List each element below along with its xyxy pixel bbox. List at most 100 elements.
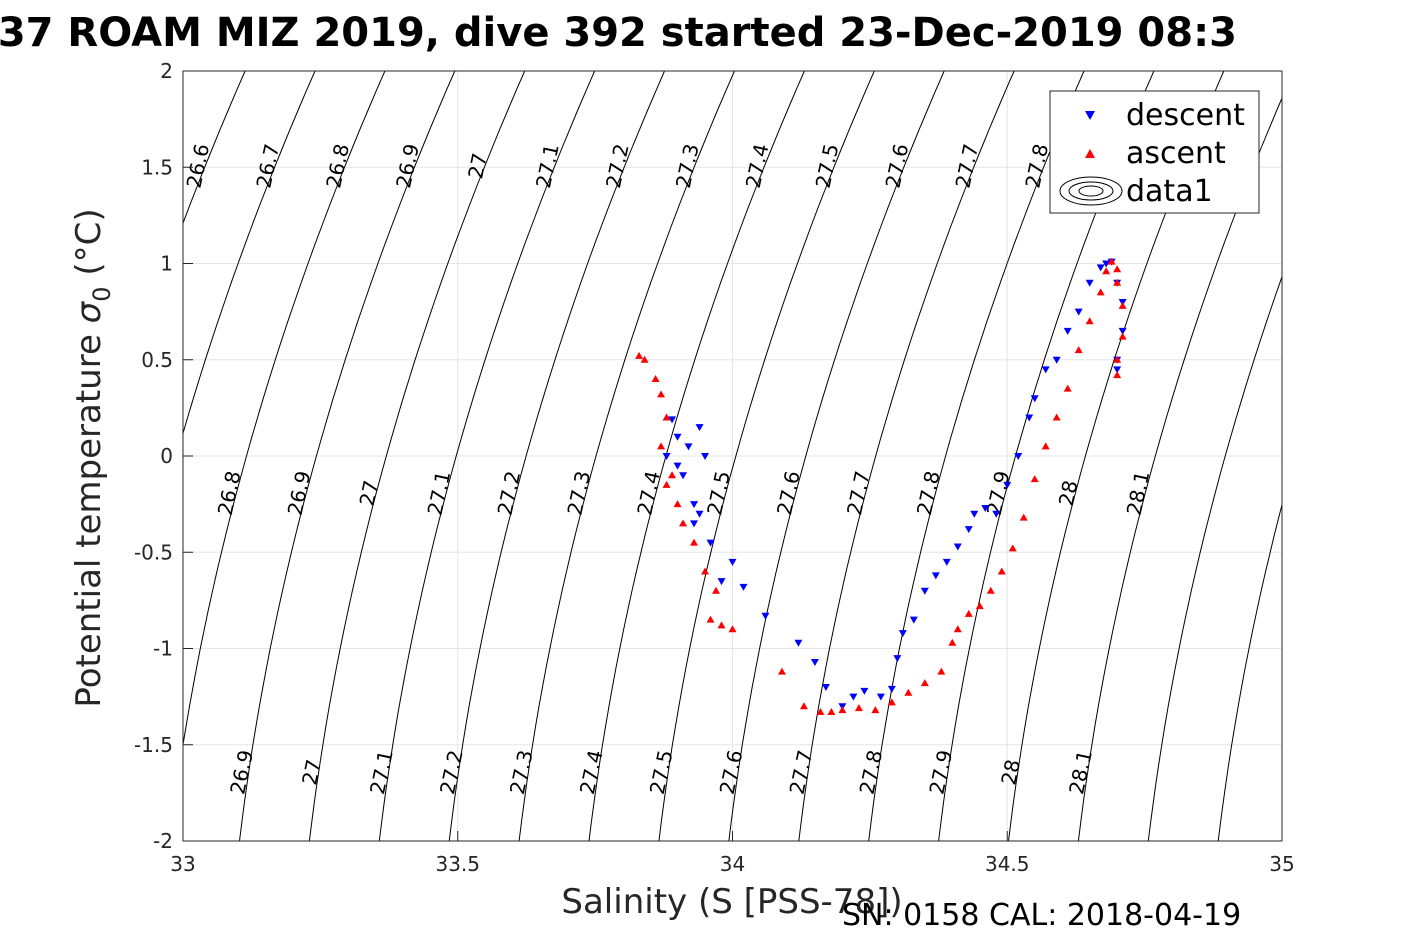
data-point-descent [761,612,770,620]
data-point-descent [1003,481,1012,489]
data-point-descent [920,587,929,595]
data-point-ascent [975,602,984,610]
x-axis-label: Salinity (S [PSS-78]) [561,882,902,922]
data-point-descent [1074,308,1083,316]
data-point-ascent [838,706,847,714]
data-point-descent [1052,356,1061,364]
chart-title: 537 ROAM MIZ 2019, dive 392 started 23-D… [0,10,1237,56]
data-point-descent [953,543,962,551]
data-point-ascent [1019,513,1028,521]
legend-label-data1: data1 [1126,174,1213,209]
data-point-ascent [1063,384,1072,392]
data-point-ascent [1052,413,1061,421]
data-point-ascent [679,519,688,527]
data-point-descent [931,572,940,580]
data-point-descent [898,630,907,638]
data-point-ascent [635,351,644,359]
data-point-ascent [1096,288,1105,296]
data-point-descent [860,687,869,695]
isopycnal-line [728,71,945,841]
data-point-descent [909,616,918,624]
isopycnal-line [798,71,1015,841]
data-point-descent [673,433,682,441]
y-tick-label: 1 [160,252,173,276]
data-point-ascent [1102,267,1111,275]
isopycnal-label: 27 [297,757,326,787]
data-point-ascent [668,471,677,479]
isopycnal-line [183,71,316,436]
isopycnal-line [658,71,875,841]
data-point-descent [668,416,677,424]
isopycnal-label: 28 [996,757,1025,787]
y-tick-label: 0.5 [141,348,173,372]
isopycnal-line [183,71,246,225]
data-point-ascent [657,390,666,398]
y-tick-label: 0 [160,444,173,468]
x-tick-label: 33 [170,852,195,876]
data-point-descent [679,472,688,480]
isopycnal-line [378,71,596,841]
data-point-descent [695,510,704,518]
data-point-descent [970,510,979,518]
isopycnal-line [308,71,526,841]
legend-marker-ascent [1085,149,1095,158]
data-point-ascent [854,704,863,712]
data-point-descent [1085,279,1094,287]
data-point-ascent [1113,278,1122,286]
data-point-descent [695,424,704,432]
data-point-ascent [964,609,973,617]
isopycnal-label: 27 [355,478,384,508]
data-point-descent [662,453,671,460]
data-point-descent [1030,395,1039,403]
data-point-descent [964,526,973,534]
data-point-ascent [986,586,995,594]
data-point-ascent [871,706,880,714]
data-point-descent [1102,260,1111,268]
data-point-descent [690,501,699,509]
data-point-ascent [1113,265,1122,273]
x-tick-label: 34.5 [985,852,1030,876]
data-point-descent [1025,414,1034,422]
data-point-descent [1063,327,1072,335]
data-point-descent [739,583,748,591]
isopycnal-label: 27 [463,151,492,181]
isopycnal-line [1358,71,1417,841]
data-point-ascent [706,615,715,623]
legend-box [1049,90,1260,214]
legend-marker-descent [1085,111,1095,120]
data-point-ascent [1074,346,1083,354]
data-point-ascent [1118,332,1127,340]
data-point-descent [876,693,885,701]
y-tick-label: -2 [153,829,173,853]
data-point-ascent [662,480,671,488]
data-point-ascent [997,567,1006,575]
data-point-ascent [816,708,825,716]
data-point-ascent [701,567,710,575]
data-point-ascent [1113,355,1122,363]
data-point-descent [1096,264,1105,272]
legend: descent ascent data1 [1049,90,1260,214]
data-point-descent [1113,366,1122,374]
data-point-ascent [1085,317,1094,325]
series-ascent [635,257,1127,716]
data-point-descent [728,558,737,566]
y-tick-label: 1.5 [141,155,173,179]
data-point-ascent [717,621,726,629]
data-point-ascent [640,355,649,363]
isopycnal-line [518,71,735,841]
data-point-ascent [1030,475,1039,483]
data-point-descent [706,539,715,547]
isopycnal-line [868,71,1085,841]
data-point-ascent [690,538,699,546]
data-point-ascent [887,698,896,706]
data-point-ascent [657,442,666,450]
x-tick-label: 35 [1269,852,1294,876]
data-point-descent [992,510,1001,518]
data-point-ascent [1113,371,1122,379]
y-tick-label: -0.5 [134,540,173,564]
isopycnal-label: 28 [1054,478,1083,508]
data-point-descent [981,504,990,512]
data-point-ascent [904,688,913,696]
data-point-ascent [1008,544,1017,552]
